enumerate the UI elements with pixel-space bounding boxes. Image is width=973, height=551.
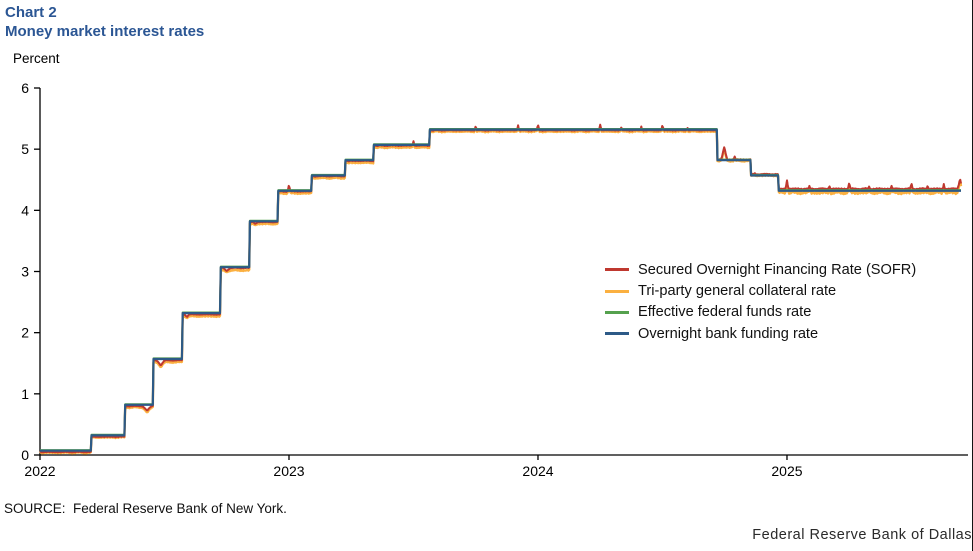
y-tick-label: 5 xyxy=(21,141,29,157)
axis-tick-labels: 0 1 2 3 4 5 6 2022 2023 2024 2025 xyxy=(21,80,803,479)
legend-swatch-effr xyxy=(605,310,629,314)
legend-label: Secured Overnight Financing Rate (SOFR) xyxy=(638,261,917,278)
y-tick-label: 6 xyxy=(21,80,29,96)
x-tick-label: 2025 xyxy=(771,463,802,479)
y-axis-unit-label: Percent xyxy=(13,51,60,66)
legend-swatch-sofr xyxy=(605,268,629,272)
legend-swatch-tri-party xyxy=(605,289,629,293)
chart-number: Chart 2 xyxy=(5,4,57,21)
y-tick-label: 3 xyxy=(21,264,29,280)
legend-item-tri-party: Tri-party general collateral rate xyxy=(605,280,916,301)
chart-title: Money market interest rates xyxy=(5,23,205,40)
y-tick-label: 0 xyxy=(21,447,29,463)
x-tick-label: 2022 xyxy=(24,463,55,479)
y-tick-label: 1 xyxy=(21,386,29,402)
legend-label: Effective federal funds rate xyxy=(638,304,812,321)
legend-label: Tri-party general collateral rate xyxy=(638,283,837,300)
legend-item-obfr: Overnight bank funding rate xyxy=(605,323,916,344)
legend-item-effr: Effective federal funds rate xyxy=(605,302,916,323)
y-tick-label: 4 xyxy=(21,202,29,218)
axes xyxy=(34,87,968,460)
legend-item-sofr: Secured Overnight Financing Rate (SOFR) xyxy=(605,259,916,280)
x-tick-label: 2024 xyxy=(522,463,553,479)
legend-swatch-obfr xyxy=(605,332,629,336)
legend-label: Overnight bank funding rate xyxy=(638,325,819,342)
branding-footer: Federal Reserve Bank of Dallas xyxy=(752,527,972,543)
y-tick-label: 2 xyxy=(21,325,29,341)
source-note: SOURCE: Federal Reserve Bank of New York… xyxy=(4,501,287,516)
series-line-obfr xyxy=(39,128,962,452)
legend: Secured Overnight Financing Rate (SOFR) T… xyxy=(605,259,916,345)
x-tick-label: 2023 xyxy=(273,463,304,479)
